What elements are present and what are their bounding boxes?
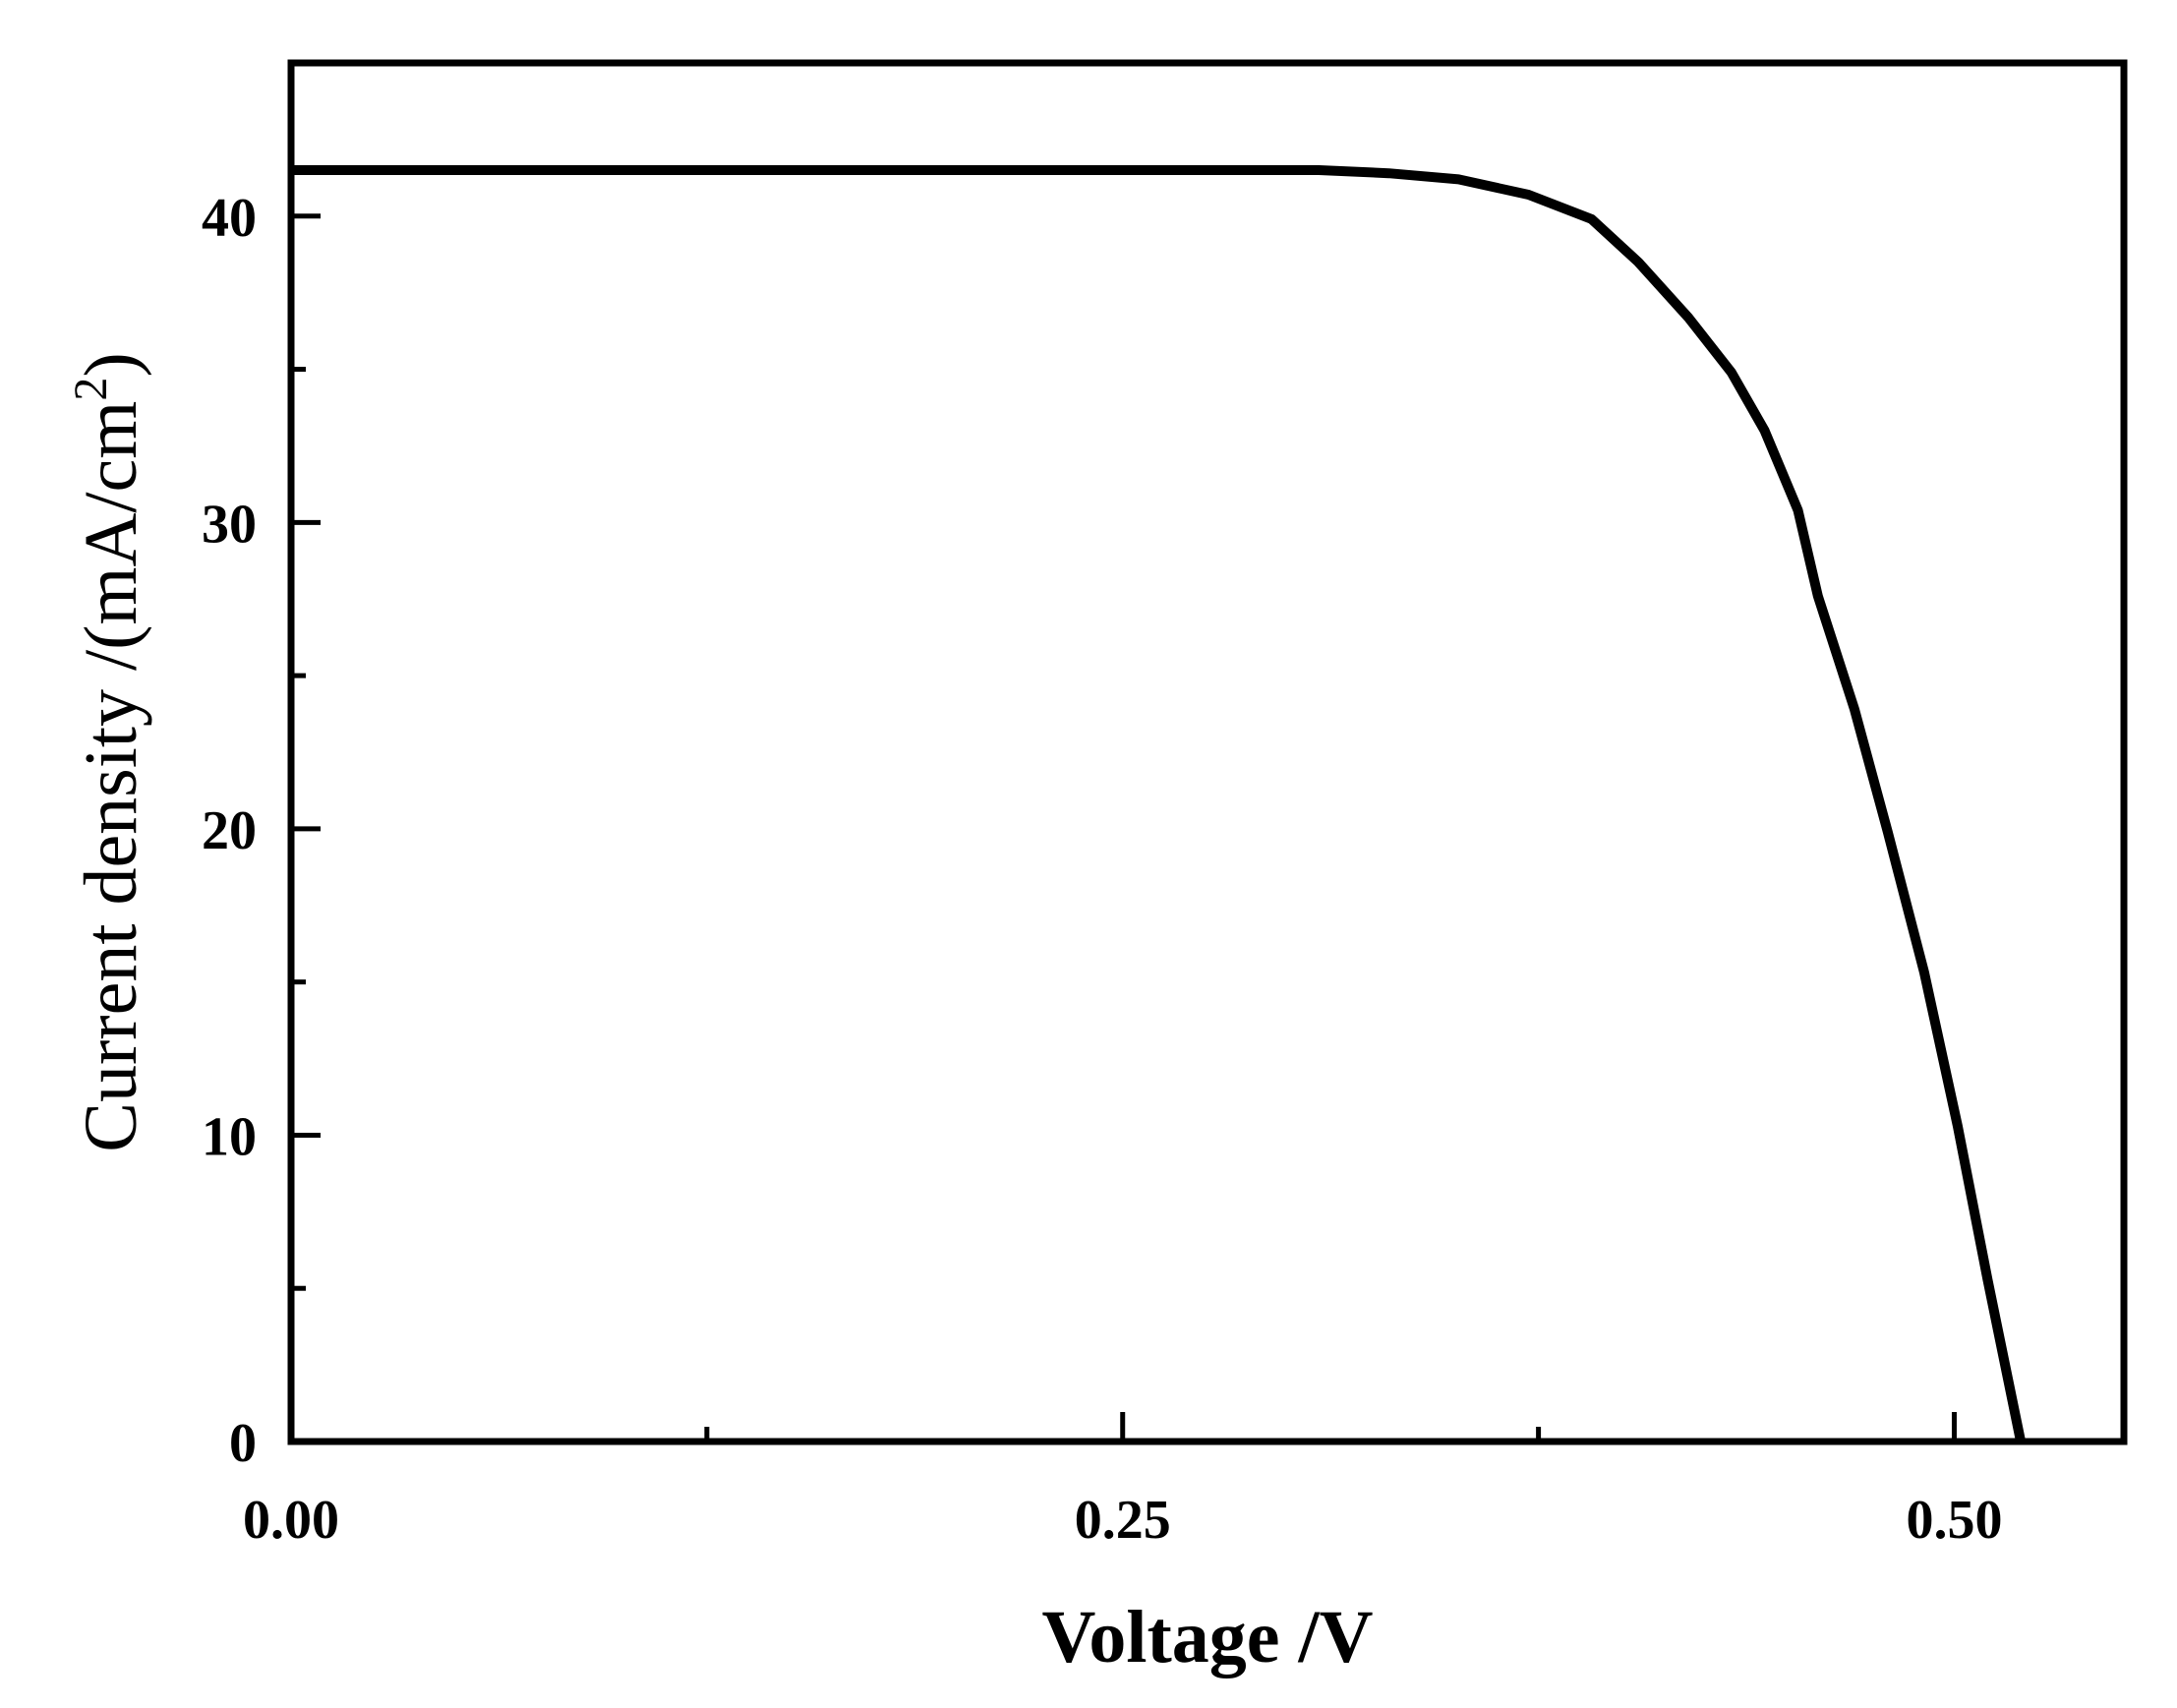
y-tick-label: 0 — [229, 1413, 257, 1474]
y-axis-title-superscript: 2 — [65, 378, 117, 401]
x-tick-label: 0.00 — [243, 1490, 339, 1551]
y-tick-label: 30 — [202, 494, 257, 555]
y-axis-title-suffix: ) — [70, 352, 152, 377]
y-tick-label: 40 — [202, 188, 257, 249]
x-axis-title: Voltage /V — [1041, 1596, 1373, 1679]
plot-frame — [287, 59, 2128, 1445]
y-axis-title: Current density /(mA/cm2) — [65, 352, 152, 1151]
tick-labels: 0.00 0.25 0.50 0 10 20 30 40 — [202, 188, 2002, 1551]
x-tick-label: 0.50 — [1906, 1490, 2002, 1551]
x-tick-label: 0.25 — [1075, 1490, 1171, 1551]
y-axis-title-main: Current density /(mA/cm — [70, 401, 152, 1152]
ticks — [288, 213, 1957, 1444]
series-line — [291, 165, 2026, 1443]
y-tick-label: 20 — [202, 800, 257, 861]
y-tick-label: 10 — [202, 1106, 257, 1167]
